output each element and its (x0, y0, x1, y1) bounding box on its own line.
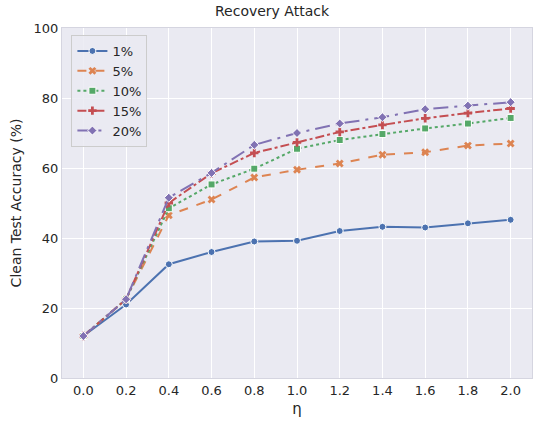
svg-text:1.2: 1.2 (329, 383, 350, 398)
svg-text:20%: 20% (112, 124, 141, 139)
svg-text:40: 40 (42, 231, 59, 246)
svg-text:80: 80 (42, 91, 59, 106)
svg-text:0.6: 0.6 (201, 383, 222, 398)
svg-text:15%: 15% (112, 104, 141, 119)
svg-text:1.6: 1.6 (415, 383, 436, 398)
svg-text:20: 20 (42, 301, 59, 316)
svg-text:5%: 5% (112, 64, 133, 79)
svg-text:0.4: 0.4 (158, 383, 179, 398)
svg-text:1.4: 1.4 (372, 383, 393, 398)
svg-text:0: 0 (50, 371, 58, 386)
svg-text:0.8: 0.8 (244, 383, 265, 398)
svg-text:Recovery Attack: Recovery Attack (215, 3, 330, 19)
svg-text:1.0: 1.0 (287, 383, 308, 398)
svg-text:60: 60 (42, 161, 59, 176)
svg-text:100: 100 (34, 21, 59, 36)
svg-text:2.0: 2.0 (500, 383, 521, 398)
svg-text:10%: 10% (112, 84, 141, 99)
svg-text:Clean Test Accuracy (%): Clean Test Accuracy (%) (8, 119, 24, 288)
svg-text:1.8: 1.8 (458, 383, 479, 398)
svg-text:η: η (292, 400, 302, 418)
svg-text:0.0: 0.0 (73, 383, 94, 398)
svg-text:0.2: 0.2 (116, 383, 137, 398)
svg-text:1%: 1% (112, 44, 133, 59)
